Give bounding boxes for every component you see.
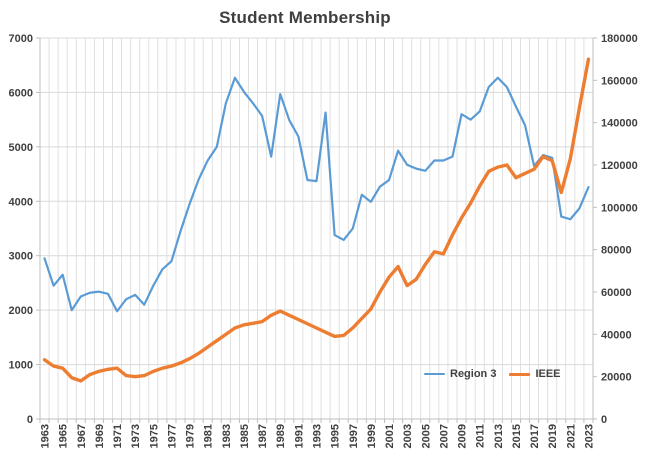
y-left-tick-label: 1000 — [9, 360, 33, 372]
x-tick-label: 2017 — [529, 424, 541, 448]
legend-label-ieee: IEEE — [535, 368, 561, 380]
x-tick-label: 2009 — [457, 424, 469, 448]
x-tick-label: 1977 — [166, 424, 178, 448]
x-tick-label: 1993 — [312, 424, 324, 448]
series-line-region-3 — [43, 76, 590, 313]
x-tick-label: 2013 — [493, 424, 505, 448]
y-right-tick-label: 40000 — [601, 329, 632, 341]
x-tick-label: 1981 — [203, 424, 215, 448]
y-left-tick-label: 3000 — [9, 251, 33, 263]
x-tick-label: 2001 — [384, 424, 396, 448]
x-tick-label: 2015 — [511, 424, 523, 448]
x-tick-label: 2023 — [583, 424, 595, 448]
y-left-tick-label: 5000 — [9, 142, 33, 154]
legend-label-region-3: Region 3 — [450, 368, 497, 380]
x-tick-label: 1983 — [221, 424, 233, 448]
legend-item-ieee: IEEE — [509, 368, 561, 380]
y-left-tick-label: 6000 — [9, 87, 33, 99]
legend: Region 3 IEEE — [424, 368, 561, 380]
x-tick-label: 1967 — [76, 424, 88, 448]
y-right-tick-label: 160000 — [601, 75, 638, 87]
y-left-tick-label: 0 — [27, 414, 33, 426]
x-tick-label: 2005 — [420, 424, 432, 448]
y-right-tick-label: 60000 — [601, 287, 632, 299]
x-tick-label: 1995 — [330, 424, 342, 448]
y-right-tick-label: 100000 — [601, 202, 638, 214]
x-tick-label: 2021 — [565, 424, 577, 448]
x-tick-label: 1965 — [58, 424, 70, 448]
x-tick-label: 1989 — [275, 424, 287, 448]
x-tick-label: 2019 — [547, 424, 559, 448]
x-tick-label: 1999 — [366, 424, 378, 448]
x-tick-label: 1975 — [148, 424, 160, 448]
legend-swatch-ieee — [509, 372, 531, 376]
x-tick-label: 2011 — [475, 424, 487, 448]
x-tick-label: 1987 — [257, 424, 269, 448]
x-tick-label: 2003 — [402, 424, 414, 448]
y-right-tick-label: 80000 — [601, 245, 632, 257]
y-right-tick-label: 180000 — [601, 33, 638, 45]
y-left-tick-label: 4000 — [9, 196, 33, 208]
legend-item-region-3: Region 3 — [424, 368, 496, 380]
x-tick-label: 1979 — [185, 424, 197, 448]
chart-title: Student Membership — [219, 8, 391, 27]
y-right-tick-label: 0 — [601, 414, 607, 426]
y-right-tick-label: 120000 — [601, 160, 638, 172]
legend-swatch-region-3 — [424, 373, 445, 375]
y-left-tick-label: 7000 — [9, 33, 33, 45]
y-left-tick-label: 2000 — [9, 305, 33, 317]
x-tick-label: 1971 — [112, 424, 124, 448]
x-tick-label: 1969 — [94, 424, 106, 448]
x-tick-label: 2007 — [438, 424, 450, 448]
y-right-tick-label: 20000 — [601, 372, 632, 384]
x-tick-label: 1973 — [130, 424, 142, 448]
y-right-tick-label: 140000 — [601, 118, 638, 130]
x-tick-label: 1991 — [293, 424, 305, 448]
x-tick-label: 1985 — [239, 424, 251, 448]
x-tick-label: 1963 — [40, 424, 52, 448]
series-line-ieee — [42, 57, 591, 383]
x-tick-label: 1997 — [348, 424, 360, 448]
